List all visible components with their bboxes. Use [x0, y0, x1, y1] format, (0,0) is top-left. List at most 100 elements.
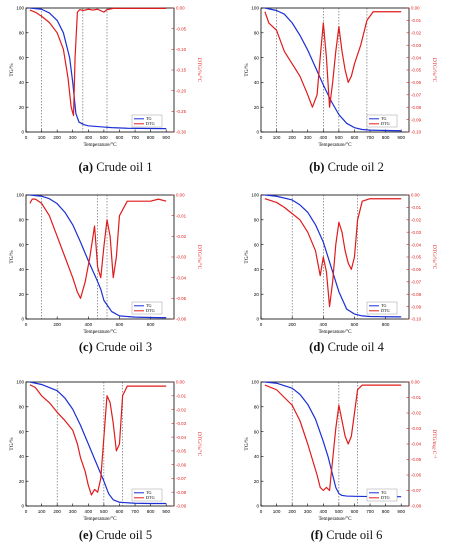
y-tick-label: 80	[254, 31, 260, 36]
legend-label-tg: TG	[146, 116, 152, 121]
x-tick-label: 700	[131, 135, 139, 140]
caption-a: (a) Crude oil 1	[0, 160, 231, 175]
x-tick-label: 900	[162, 509, 170, 514]
caption-f-text: Crude oil 6	[323, 528, 383, 542]
y-tick-label: 60	[19, 55, 25, 60]
x-tick-label: 900	[397, 509, 405, 514]
y2-tick-label: -0.02	[411, 218, 422, 223]
series-line-dtg	[29, 7, 167, 117]
y-tick-label: 0	[256, 504, 259, 509]
caption-b-letter: (b)	[309, 160, 325, 174]
y2-tick-label: -0.01	[176, 393, 187, 398]
y-tick-label: 100	[251, 380, 259, 385]
x-tick-label: 0	[260, 509, 263, 514]
y-tick-label: 20	[254, 105, 260, 110]
series-line-dtg	[264, 198, 402, 308]
x-tick-label: 0	[260, 135, 263, 140]
y-tick-label: 60	[254, 429, 260, 434]
y2-tick-label: 0.00	[411, 380, 420, 385]
x-tick-label: 800	[147, 509, 155, 514]
caption-c: (c) Crude oil 3	[0, 340, 231, 355]
y2-tick-label: -0.05	[411, 255, 422, 260]
x-tick-label: 200	[53, 322, 61, 327]
x-tick-label: 100	[273, 135, 281, 140]
caption-e-text: Crude oil 5	[92, 528, 153, 542]
legend-label-dtg: DTG	[381, 495, 390, 500]
y-tick-label: 80	[254, 405, 260, 410]
x-tick-label: 500	[100, 135, 108, 140]
series-line-tg	[264, 381, 402, 498]
y2-tick-label: -0.03	[176, 421, 187, 426]
y2-tick-label: -0.03	[411, 230, 422, 235]
y2-tick-label: -0.02	[411, 411, 422, 416]
y2-tick-label: -0.07	[411, 488, 422, 493]
y2-tick-label: -0.06	[176, 462, 187, 467]
legend-label-dtg: DTG	[381, 121, 390, 126]
x-tick-label: 900	[162, 135, 170, 140]
y2-tick-label: -0.05	[176, 26, 187, 31]
caption-d: (d) Crude oil 4	[231, 340, 462, 355]
y2-tick-label: -0.04	[176, 275, 187, 280]
y-tick-label: 40	[19, 454, 25, 459]
y-tick-label: 20	[254, 292, 260, 297]
y-tick-label: 60	[19, 429, 25, 434]
chart-panel-4: 0 200 400 600 800 0 20 40 60 80 100 0.00 -0.01 -0.02 -…	[244, 193, 438, 335]
x-tick-label: 600	[351, 135, 359, 140]
y-axis-label: TG/%	[9, 63, 15, 77]
y2-axis-label: DTG/%/°C	[431, 245, 438, 270]
caption-e-letter: (e)	[78, 528, 93, 542]
y-axis-label: TG/%	[244, 250, 250, 264]
y-tick-label: 100	[251, 193, 259, 198]
y2-tick-label: -0.01	[411, 205, 422, 210]
x-axis-label: Temperature/°C	[318, 141, 352, 148]
x-tick-label: 400	[84, 135, 92, 140]
chart-panel-5: 0 100 200 300 400 500 600 700 800 900 0 20 40 60 80 100…	[9, 380, 203, 522]
y2-tick-label: 0.00	[176, 193, 185, 198]
x-tick-label: 500	[335, 135, 343, 140]
chart-panel-6: 0 100 200 300 400 500 600 700 800 900 0 20 40 60 80 100…	[244, 380, 437, 522]
x-tick-label: 200	[53, 509, 61, 514]
y2-tick-label: -0.20	[176, 88, 187, 93]
y-tick-label: 60	[254, 55, 260, 60]
x-tick-label: 800	[382, 135, 390, 140]
y2-tick-label: -0.08	[411, 292, 422, 297]
y-tick-label: 0	[256, 317, 259, 322]
y2-tick-label: -0.05	[176, 296, 187, 301]
y2-tick-label: -0.30	[176, 130, 187, 135]
series-line-tg	[29, 381, 167, 505]
x-tick-label: 600	[351, 322, 359, 327]
y-tick-label: 100	[16, 6, 24, 11]
y2-tick-label: -0.10	[176, 47, 187, 52]
legend-label-tg: TG	[146, 303, 152, 308]
series-line-tg	[29, 194, 167, 319]
x-tick-label: 400	[319, 322, 327, 327]
caption-b: (b) Crude oil 2	[231, 160, 462, 175]
y2-tick-label: -0.07	[411, 93, 422, 98]
y-tick-label: 80	[19, 31, 25, 36]
series-line-tg	[264, 194, 402, 318]
y2-axis-label: DTG/%/°C	[196, 245, 203, 270]
y-tick-label: 80	[19, 218, 25, 223]
y2-tick-label: -0.06	[176, 317, 187, 322]
y-tick-label: 20	[19, 479, 25, 484]
y2-tick-label: -0.03	[176, 255, 187, 260]
x-tick-label: 300	[69, 509, 77, 514]
caption-b-text: Crude oil 2	[324, 160, 384, 174]
y-axis-label: TG/%	[244, 63, 250, 77]
plot-frame	[25, 381, 175, 507]
x-tick-label: 800	[382, 322, 390, 327]
y2-tick-label: -0.25	[176, 109, 187, 114]
x-tick-label: 700	[366, 135, 374, 140]
y-tick-label: 100	[16, 380, 24, 385]
x-tick-label: 300	[304, 135, 312, 140]
x-axis-label: Temperature/°C	[318, 328, 352, 335]
plot-frame	[260, 7, 410, 133]
chart-panel-3: 0 200 400 600 800 0 20 40 60 80 100 0.00 -0.01 -0.02 -…	[9, 193, 203, 335]
y2-axis-label: DTG/%/°C	[196, 432, 203, 457]
y-tick-label: 40	[19, 80, 25, 85]
y-tick-label: 100	[251, 6, 259, 11]
y2-tick-label: -0.03	[411, 426, 422, 431]
y2-tick-label: -0.10	[411, 317, 422, 322]
x-tick-label: 800	[147, 322, 155, 327]
y-tick-label: 80	[254, 218, 260, 223]
